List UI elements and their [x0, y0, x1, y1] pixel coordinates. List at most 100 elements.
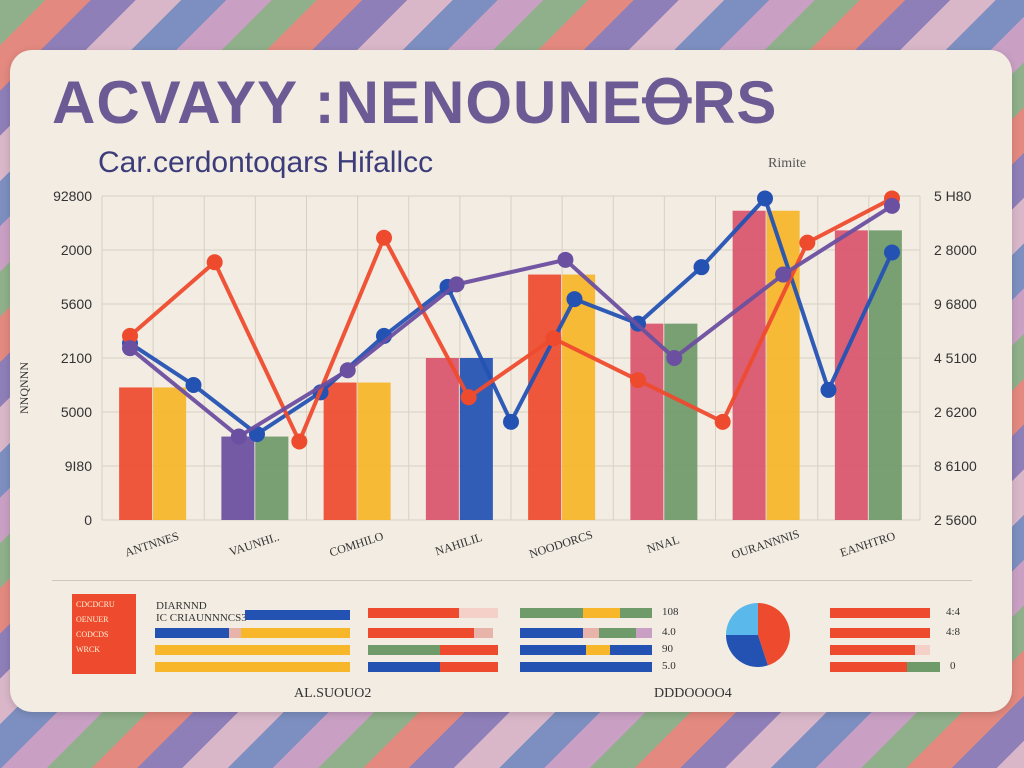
series-point — [230, 428, 247, 445]
y-tick-label: 92800 — [53, 188, 92, 204]
series-point — [775, 266, 792, 283]
series-point — [714, 413, 731, 430]
y-axis-label: NNQNNN — [17, 362, 31, 414]
series-point — [122, 327, 138, 344]
series-point — [206, 254, 223, 271]
summary-bar — [155, 662, 350, 672]
x-tick-label: EANHTRO — [838, 529, 897, 560]
legend-line-3: CODCDS — [76, 630, 109, 639]
series-point — [757, 190, 773, 207]
bar — [153, 387, 187, 520]
legend-line-2: OENUER — [76, 615, 109, 624]
series-point — [799, 234, 816, 251]
bar — [868, 230, 902, 520]
series-point — [566, 291, 583, 308]
summary-bar — [245, 610, 350, 620]
y2-tick-label: 9 6800 — [934, 296, 977, 312]
y2-tick-label: 5 H80 — [934, 188, 972, 204]
y-tick-label: 9I80 — [65, 458, 92, 474]
legend-line-4: WRCK — [76, 645, 100, 654]
pie-slice — [758, 603, 790, 666]
y2-tick-label: 2 8000 — [934, 242, 977, 258]
panel-title-1: DIARNND — [156, 600, 207, 612]
series-point — [666, 350, 683, 366]
bar — [221, 436, 255, 520]
series-point — [291, 433, 308, 450]
caption-right: DDDOOOO4 — [654, 686, 732, 701]
y2-tick-label: 8 6100 — [934, 458, 977, 474]
y-tick-label: 2100 — [61, 350, 92, 366]
summary-value: 5.0 — [662, 660, 676, 672]
series-point — [185, 377, 202, 393]
bottom-divider — [52, 580, 972, 581]
summary-bar — [368, 645, 498, 655]
bar — [323, 382, 357, 520]
pie-chart — [726, 603, 790, 667]
x-tick-label: VAUNHI.. — [227, 530, 281, 559]
x-tick-label: NOODORCS — [527, 527, 594, 561]
y-tick-label: 2000 — [61, 242, 92, 258]
pie-slice — [726, 635, 768, 667]
summary-bar — [520, 662, 652, 672]
summary-bar — [830, 662, 940, 672]
bottom-legend-box: CDCDCRU OENUER CODCDS WRCK — [72, 594, 136, 674]
bar — [119, 387, 153, 520]
x-tick-label: NAHILIL — [433, 530, 484, 558]
summary-value: 0 — [950, 660, 956, 672]
summary-bar — [520, 645, 652, 655]
panel-title-2: IC CRIAUNNNCS3 — [156, 612, 247, 624]
series-point — [376, 229, 392, 246]
y2-tick-label: 2 5600 — [934, 512, 977, 528]
series-point — [448, 276, 465, 293]
pie-slice — [726, 603, 758, 635]
legend-caption: Rimite — [768, 156, 807, 171]
x-tick-label: NNAL — [645, 532, 681, 556]
summary-bar — [368, 662, 498, 672]
series-point — [503, 413, 519, 430]
summary-bar — [368, 628, 493, 638]
summary-bar — [155, 645, 350, 655]
x-tick-label: ANTNNES — [123, 529, 181, 560]
chart-subtitle: Car.cerdontoqars Hifallcc — [98, 146, 434, 179]
summary-bar — [520, 628, 652, 638]
series-point — [884, 244, 900, 261]
series-point — [630, 372, 646, 389]
bar — [255, 436, 289, 520]
series-point — [884, 197, 900, 214]
summary-bar — [368, 608, 498, 618]
summary-value: 4.0 — [662, 626, 676, 638]
y-tick-label: 0 — [84, 512, 92, 528]
series-point — [460, 389, 477, 406]
legend-line-1: CDCDCRU — [76, 600, 115, 609]
bar — [766, 210, 800, 520]
summary-bar — [520, 608, 652, 618]
series-line — [128, 204, 894, 439]
bar — [834, 230, 868, 520]
series-point — [122, 340, 138, 357]
y2-tick-label: 2 6200 — [934, 404, 977, 420]
bar — [357, 382, 391, 520]
summary-value: 108 — [662, 606, 679, 618]
x-tick-label: COMHILO — [328, 529, 386, 560]
series-line — [128, 196, 893, 444]
summary-value: 90 — [662, 643, 673, 655]
chart-title: ACVAYY :NENOUNEꝊRS — [52, 69, 778, 136]
summary-bar — [830, 608, 930, 618]
bar — [630, 323, 664, 520]
y-tick-label: 5600 — [61, 296, 92, 312]
x-tick-label: OURANNNIS — [730, 527, 802, 562]
series-point — [545, 330, 562, 347]
summary-value: 4:8 — [946, 626, 961, 638]
series-point — [557, 251, 574, 268]
series-point — [339, 362, 356, 379]
y2-tick-label: 4 5100 — [934, 350, 977, 366]
bar — [528, 274, 562, 520]
series-point — [693, 259, 710, 276]
summary-bar — [155, 628, 350, 638]
bar — [425, 358, 459, 520]
series-point — [820, 381, 837, 398]
summary-value: 4:4 — [946, 606, 961, 618]
caption-left: AL.SUOUO2 — [294, 686, 372, 701]
y-tick-label: 5000 — [61, 404, 92, 420]
